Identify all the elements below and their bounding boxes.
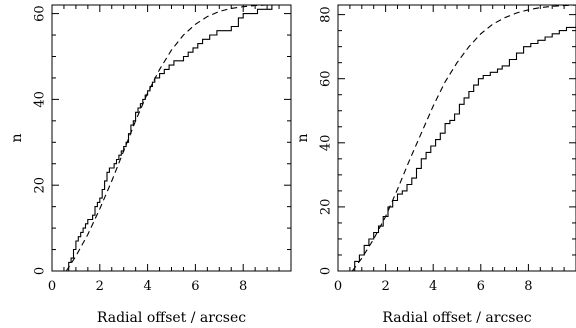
x-tick-label: 4	[429, 279, 437, 294]
model-curve	[65, 4, 291, 272]
y-tick-label: 20	[33, 177, 48, 194]
y-axis-label: n	[295, 133, 311, 142]
y-tick-label: 20	[319, 199, 334, 216]
plot-frame	[51, 4, 292, 272]
x-axis-label: Radial offset / arcsec	[97, 310, 246, 326]
x-tick-label: 2	[381, 279, 389, 294]
y-tick-label: 0	[33, 267, 48, 275]
x-tick-label: 6	[191, 279, 199, 294]
y-tick-label: 40	[33, 91, 48, 108]
x-tick-label: 0	[48, 279, 56, 294]
x-tick-label: 6	[477, 279, 485, 294]
y-tick-label: 60	[33, 5, 48, 22]
x-tick-label: 2	[96, 279, 104, 294]
x-tick-label: 8	[524, 279, 532, 294]
x-axis-label: Radial offset / arcsec	[382, 310, 531, 326]
observed-step-curve	[349, 24, 576, 272]
observed-step-curve	[65, 4, 291, 272]
x-tick-label: 8	[239, 279, 247, 294]
y-tick-label: 40	[319, 135, 334, 152]
plot-frame	[337, 4, 576, 272]
y-tick-label: 0	[319, 267, 334, 275]
left-panel: 0 2 4 6 8 0 20 40 60 Radial offset / arcsec n	[9, 4, 292, 326]
x-tick-label: 0	[334, 279, 342, 294]
x-tick-label: 4	[143, 279, 151, 294]
model-curve	[351, 4, 576, 272]
y-axis-label: n	[9, 133, 25, 142]
y-tick-label: 60	[319, 70, 334, 87]
y-tick-label: 80	[319, 6, 334, 23]
